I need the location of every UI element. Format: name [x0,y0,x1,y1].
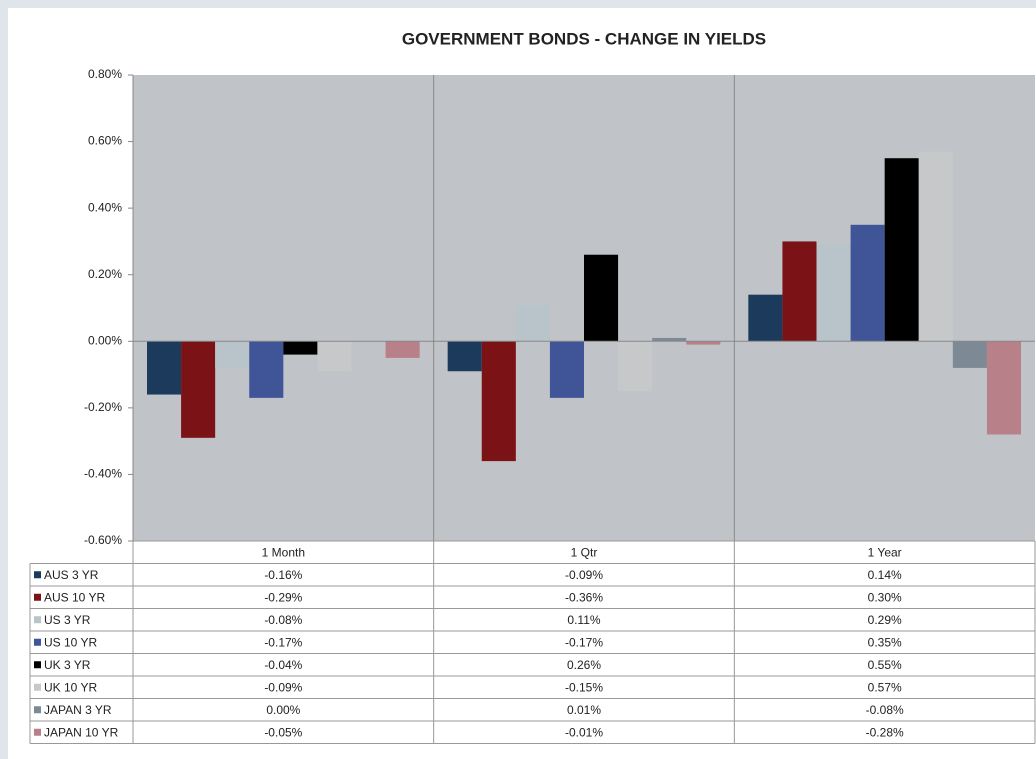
bar [147,341,182,395]
legend-swatch [34,616,41,624]
bar [686,341,721,345]
table-cell: -0.17% [264,635,302,649]
table-cell: 0.57% [868,680,902,694]
table-cell: 0.00% [266,703,300,717]
legend-label: AUS 3 YR [44,568,99,582]
bar [952,341,987,368]
x-tick-label: 1 Month [262,545,305,559]
bar [283,341,318,355]
bar [816,244,851,342]
y-tick-label: -0.60% [84,533,122,547]
x-tick-label: 1 Year [868,545,902,559]
table-cell: 0.26% [567,658,601,672]
bar [317,341,352,372]
y-tick-label: 0.20% [88,267,122,281]
bar [782,241,817,342]
table-cell: -0.15% [565,680,603,694]
y-tick-label: 0.60% [88,134,122,148]
table-cell: -0.36% [565,590,603,604]
bar [515,304,550,342]
bar [918,151,953,342]
y-tick-label: -0.20% [84,400,122,414]
legend-label: UK 3 YR [44,658,91,672]
legend-swatch [34,683,41,691]
table-cell: -0.09% [264,680,302,694]
table-cell: -0.05% [264,725,302,739]
bar [618,341,653,392]
bar [748,294,783,342]
table-cell: 0.11% [567,613,600,627]
table-cell: 0.01% [567,703,601,717]
x-tick-label: 1 Qtr [571,545,598,559]
bar [215,341,250,368]
bar [481,341,516,462]
legend-label: AUS 10 YR [44,590,105,604]
table-cell: -0.09% [565,568,603,582]
table-cell: -0.28% [866,725,904,739]
bar [447,341,482,372]
table-cell: -0.29% [264,590,302,604]
y-tick-label: 0.80% [88,67,122,81]
legend-swatch [34,593,41,601]
legend-label: JAPAN 10 YR [44,725,119,739]
table-cell: 0.55% [868,658,902,672]
table-cell: 0.14% [868,568,902,582]
bar [249,341,284,398]
y-tick-label: 0.40% [88,200,122,214]
bar [986,341,1021,435]
table-cell: 0.29% [868,613,902,627]
chart-title: GOVERNMENT BONDS - CHANGE IN YIELDS [402,29,766,48]
bar [385,341,420,358]
legend-label: US 10 YR [44,635,97,649]
table-cell: -0.04% [264,658,302,672]
bar [884,158,919,342]
legend-swatch [34,661,41,669]
table-cell: -0.08% [866,703,904,717]
table-cell: -0.17% [565,635,603,649]
bar [850,224,885,342]
legend-label: US 3 YR [44,613,91,627]
legend-swatch [34,706,41,714]
bar [181,341,216,438]
y-tick-label: -0.40% [84,467,122,481]
legend-label: UK 10 YR [44,680,97,694]
legend-label: JAPAN 3 YR [44,703,112,717]
bar [584,254,619,342]
legend-swatch [34,571,41,579]
table-cell: -0.08% [264,613,302,627]
bar [652,337,687,342]
table-cell: 0.30% [868,590,902,604]
legend-swatch [34,638,41,646]
table-cell: -0.01% [565,725,603,739]
table-cell: 0.35% [868,635,902,649]
legend-swatch [34,728,41,736]
bar [549,341,584,398]
table-cell: -0.16% [264,568,302,582]
y-tick-label: 0.00% [88,333,122,347]
